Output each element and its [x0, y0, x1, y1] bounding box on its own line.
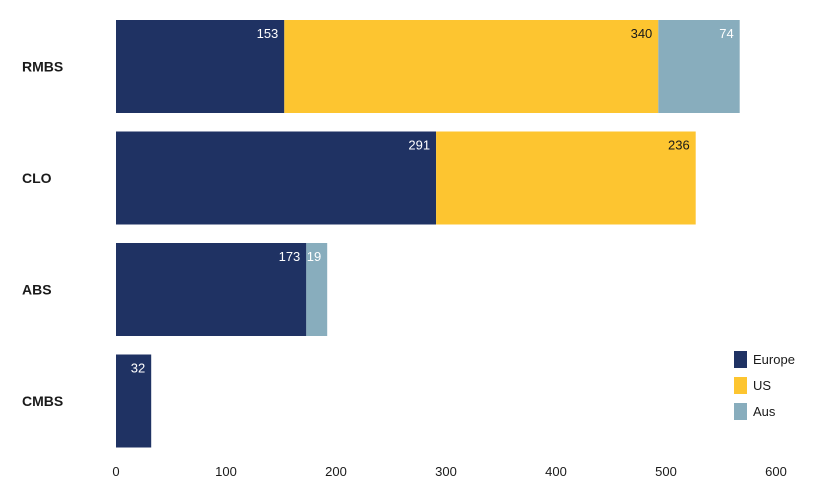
bar-clo-us — [436, 131, 696, 225]
category-label-abs: ABS — [22, 282, 52, 298]
data-label-clo-us: 236 — [668, 138, 690, 153]
x-tick-label-300: 300 — [435, 464, 457, 479]
legend-swatch-us — [734, 377, 747, 394]
bar-cmbs-europe — [116, 354, 152, 448]
bar-rmbs-aus — [658, 20, 740, 113]
x-tick-label-0: 0 — [112, 464, 119, 479]
legend-label-europe: Europe — [753, 352, 795, 367]
data-label-rmbs-aus: 74 — [719, 26, 733, 41]
category-label-cmbs: CMBS — [22, 393, 63, 409]
x-tick-label-500: 500 — [655, 464, 677, 479]
x-tick-label-600: 600 — [765, 464, 787, 479]
bars-layer: 153 340 74 291 236 173 19 32 — [116, 20, 740, 448]
x-tick-label-400: 400 — [545, 464, 567, 479]
bar-abs-aus — [306, 243, 328, 336]
data-label-abs-europe: 173 — [279, 249, 301, 264]
bar-rmbs-us — [284, 20, 659, 113]
data-label-rmbs-us: 340 — [631, 26, 653, 41]
category-label-clo: CLO — [22, 170, 52, 186]
data-label-cmbs-europe: 32 — [131, 361, 145, 376]
legend-label-aus: Aus — [753, 404, 776, 419]
x-axis-tick-labels: 0 100 200 300 400 500 600 — [112, 464, 786, 479]
legend: Europe US Aus — [734, 351, 795, 420]
category-label-rmbs: RMBS — [22, 59, 63, 75]
bar-abs-europe — [116, 243, 307, 336]
category-labels: RMBS CLO ABS CMBS — [22, 59, 63, 410]
bar-rmbs-europe — [116, 20, 285, 113]
data-label-clo-europe: 291 — [408, 138, 430, 153]
data-label-abs-aus: 19 — [307, 249, 321, 264]
x-tick-label-100: 100 — [215, 464, 237, 479]
legend-swatch-europe — [734, 351, 747, 368]
bar-clo-europe — [116, 131, 437, 225]
data-label-rmbs-europe: 153 — [257, 26, 279, 41]
legend-swatch-aus — [734, 403, 747, 420]
legend-label-us: US — [753, 378, 771, 393]
x-tick-label-200: 200 — [325, 464, 347, 479]
